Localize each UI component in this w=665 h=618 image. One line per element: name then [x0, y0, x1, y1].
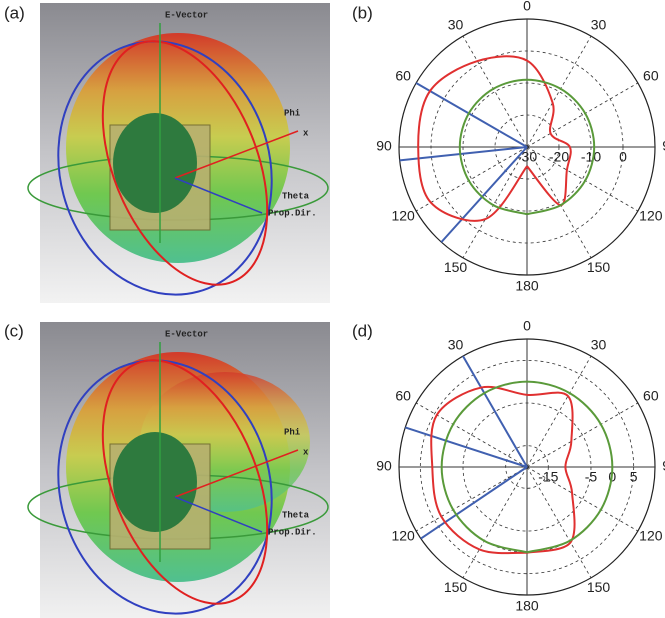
angle-tick-label: 30	[448, 336, 464, 352]
panel-label: (c)	[4, 321, 24, 340]
radial-tick-label: -10	[581, 149, 601, 165]
e-vector-label: E-Vector	[165, 10, 208, 20]
angle-tick-label: 150	[587, 259, 611, 275]
angle-tick-label: 150	[587, 579, 611, 595]
prop-dir-label: Prop.Dir.	[268, 208, 317, 218]
angle-tick-label: 120	[391, 528, 415, 544]
panel-label: (d)	[352, 321, 373, 340]
antenna-patch	[113, 432, 197, 532]
theta-label: Theta	[282, 191, 310, 201]
angle-tick-label: 30	[448, 16, 464, 32]
angle-tick-label: 120	[391, 208, 415, 224]
pattern-curve	[418, 56, 571, 221]
angle-tick-label: 30	[591, 336, 607, 352]
angle-tick-label: 90	[376, 138, 392, 154]
angle-tick-label: 0	[523, 0, 531, 14]
angle-tick-label: 150	[444, 579, 468, 595]
beam-line	[416, 83, 527, 147]
angle-spoke	[463, 36, 527, 147]
angle-tick-label: 150	[444, 259, 468, 275]
angle-spoke	[527, 467, 638, 531]
polar-chart: -15-5050303060609090120120150150180	[376, 318, 665, 614]
radial-tick-label: 0	[619, 149, 627, 165]
panel-label: (b)	[352, 3, 373, 22]
phi-label: Phi	[284, 108, 301, 118]
radial-tick-label: -15	[538, 469, 558, 485]
antenna-patch	[113, 113, 197, 213]
page: {"panel_labels": ["(a)", "(b)", "(c)", "…	[0, 0, 665, 618]
prop-dir-label: Prop.Dir.	[268, 527, 317, 537]
radial-tick-label: 5	[630, 469, 638, 485]
angle-tick-label: 60	[395, 388, 411, 404]
polar-chart: -30-20-1000303060609090120120150150180	[376, 0, 665, 294]
angle-tick-label: 120	[639, 208, 663, 224]
x-label: x	[303, 447, 309, 457]
angle-tick-label: 90	[376, 458, 392, 474]
angle-tick-label: 180	[515, 278, 539, 294]
angle-tick-label: 180	[515, 598, 539, 614]
x-label: x	[303, 128, 309, 138]
angle-tick-label: 60	[395, 68, 411, 84]
e-vector-label: E-Vector	[165, 329, 208, 339]
angle-tick-label: 0	[523, 318, 531, 334]
angle-tick-label: 60	[643, 68, 659, 84]
radial-tick-label: -5	[585, 469, 598, 485]
theta-label: Theta	[282, 510, 310, 520]
beam-line	[441, 147, 527, 242]
angle-spoke	[527, 36, 591, 147]
figure: (a) (b) (c) (d) E-VectorPhixThetaProp.Di…	[0, 0, 665, 618]
angle-spoke	[527, 356, 591, 467]
phi-label: Phi	[284, 427, 301, 437]
angle-tick-label: 30	[591, 16, 607, 32]
angle-tick-label: 60	[643, 388, 659, 404]
angle-tick-label: 120	[639, 528, 663, 544]
panel-label: (a)	[4, 3, 25, 22]
radial-tick-label: -20	[549, 149, 569, 165]
